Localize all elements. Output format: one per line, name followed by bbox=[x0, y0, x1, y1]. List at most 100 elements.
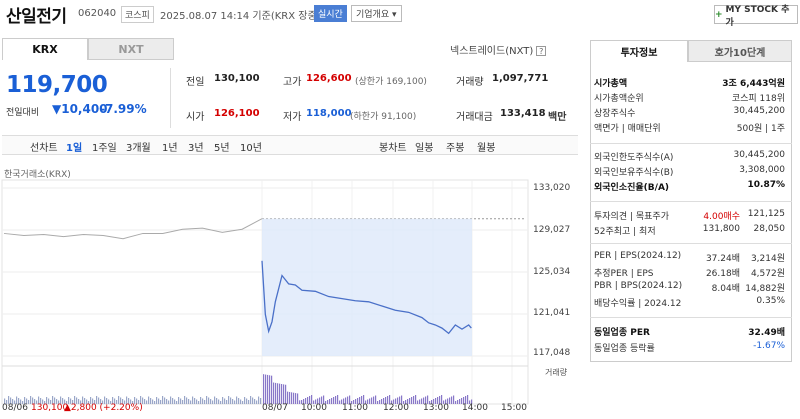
volume-bar bbox=[38, 396, 40, 404]
volume-bar bbox=[431, 400, 433, 404]
candle-daily[interactable]: 일봉 bbox=[415, 143, 434, 154]
info-value: 32.49배 bbox=[748, 328, 785, 338]
volume-bar bbox=[323, 395, 325, 404]
volume-bar bbox=[130, 399, 132, 404]
volume-bar bbox=[118, 396, 120, 404]
volume-bar bbox=[72, 400, 74, 404]
info-value: 8.04배 bbox=[711, 284, 740, 294]
volume-bar bbox=[52, 396, 54, 404]
info-value: -1.67% bbox=[753, 341, 785, 351]
volume-bar bbox=[369, 398, 371, 404]
volume-bar bbox=[168, 400, 170, 404]
realtime-badge[interactable]: 실시간 bbox=[314, 5, 347, 22]
info-value: 26.18배 bbox=[705, 269, 740, 279]
candle-weekly[interactable]: 주봉 bbox=[446, 143, 465, 154]
volume-bar bbox=[289, 391, 291, 404]
period-1y[interactable]: 1년 bbox=[162, 143, 178, 154]
x-tick: 13:00 bbox=[423, 403, 449, 413]
volume-bar bbox=[405, 400, 407, 404]
volume-bar bbox=[226, 400, 228, 404]
candle-monthly[interactable]: 월봉 bbox=[477, 143, 496, 154]
volume-bar bbox=[196, 399, 198, 404]
price-chart[interactable] bbox=[0, 178, 580, 419]
volume-bar bbox=[10, 397, 12, 404]
volume-bar bbox=[106, 398, 108, 404]
open-label: 시가 bbox=[186, 112, 205, 123]
period-5y[interactable]: 5년 bbox=[214, 143, 230, 154]
volume-bar bbox=[14, 400, 16, 404]
period-3m[interactable]: 3개월 bbox=[126, 143, 151, 154]
volume-bar bbox=[305, 398, 307, 404]
change-value: ▼10,400 bbox=[52, 102, 108, 116]
nextrade-link[interactable]: 넥스트레이드(NXT)? bbox=[450, 42, 547, 57]
volume-bar bbox=[283, 384, 285, 404]
info-label: PBR | BPS(2024.12) bbox=[594, 281, 683, 291]
volume-bar bbox=[40, 398, 42, 404]
volume-bar bbox=[64, 399, 66, 404]
company-overview-dropdown[interactable]: 기업개요 ▾ bbox=[351, 5, 402, 22]
volume-bar bbox=[371, 397, 373, 404]
volume-bar bbox=[425, 396, 427, 404]
volume-bar bbox=[433, 399, 435, 404]
info-value: 코스피 118위 bbox=[731, 94, 785, 104]
tab-orderbook[interactable]: 호가10단계 bbox=[688, 40, 792, 62]
volume-bar bbox=[299, 400, 301, 404]
volume-bar bbox=[387, 396, 389, 404]
period-1d[interactable]: 1일 bbox=[66, 143, 83, 154]
volume-bar bbox=[150, 398, 152, 404]
upper-limit: (상한가 169,100) bbox=[355, 77, 427, 87]
help-icon[interactable]: ? bbox=[536, 46, 547, 56]
volume-bar bbox=[62, 398, 64, 404]
volume-bar bbox=[357, 398, 359, 404]
tab-krx[interactable]: KRX bbox=[2, 38, 88, 60]
period-3y[interactable]: 3년 bbox=[188, 143, 204, 154]
info-value: 3조 6,443억원 bbox=[722, 79, 785, 89]
volume-bar bbox=[230, 397, 232, 404]
x-tick: 15:00 bbox=[501, 403, 527, 413]
volume-bar bbox=[194, 398, 196, 404]
volume-bar bbox=[303, 399, 305, 404]
volume-bar bbox=[451, 396, 453, 404]
period-10y[interactable]: 10년 bbox=[240, 143, 262, 154]
volume-bar bbox=[315, 399, 317, 404]
volume-bar bbox=[88, 401, 90, 404]
volume-bar bbox=[156, 397, 158, 404]
volume-bar bbox=[367, 399, 369, 404]
volume-bar bbox=[176, 401, 178, 404]
volume-bar bbox=[254, 399, 256, 404]
volume-bar bbox=[359, 397, 361, 404]
volume-bar bbox=[162, 396, 164, 404]
volume-bar bbox=[98, 397, 100, 404]
volume-bar bbox=[6, 400, 8, 404]
x-tick: 08/07 bbox=[262, 403, 288, 413]
volume-bar bbox=[439, 396, 441, 404]
volume-bar bbox=[70, 398, 72, 404]
y-tick: 121,041 bbox=[533, 308, 571, 318]
volume-bar bbox=[345, 397, 347, 404]
volume-bar bbox=[277, 383, 279, 404]
low-label: 저가 bbox=[283, 112, 302, 123]
volume-bar bbox=[421, 398, 423, 404]
volume-bar bbox=[287, 391, 289, 404]
tab-nxt[interactable]: NXT bbox=[88, 38, 174, 60]
volume-bar bbox=[383, 398, 385, 404]
current-price: 119,700 bbox=[6, 72, 108, 98]
info-label: 외국인한도주식수(A) bbox=[594, 153, 674, 163]
volume-bar bbox=[389, 395, 391, 404]
volume-bar bbox=[94, 400, 96, 404]
amount-label: 거래대금 bbox=[456, 112, 493, 123]
volume-bar bbox=[66, 401, 68, 404]
tab-invest-info[interactable]: 투자정보 bbox=[590, 40, 688, 62]
divider bbox=[170, 68, 171, 128]
volume-bar bbox=[60, 396, 62, 404]
volume-bar bbox=[411, 397, 413, 404]
nextrade-label: 넥스트레이드(NXT) bbox=[450, 46, 534, 57]
volume-bar bbox=[409, 398, 411, 404]
info-label: 52주최고 | 최저 bbox=[594, 227, 656, 237]
x-tick: 08/06 bbox=[2, 403, 28, 413]
info-value: 0.35% bbox=[756, 296, 785, 306]
my-stock-add-button[interactable]: + MY STOCK 추가 bbox=[714, 5, 798, 28]
period-1w[interactable]: 1주일 bbox=[92, 143, 117, 154]
volume-bar bbox=[192, 396, 194, 404]
my-stock-label: MY STOCK 추가 bbox=[725, 4, 790, 28]
